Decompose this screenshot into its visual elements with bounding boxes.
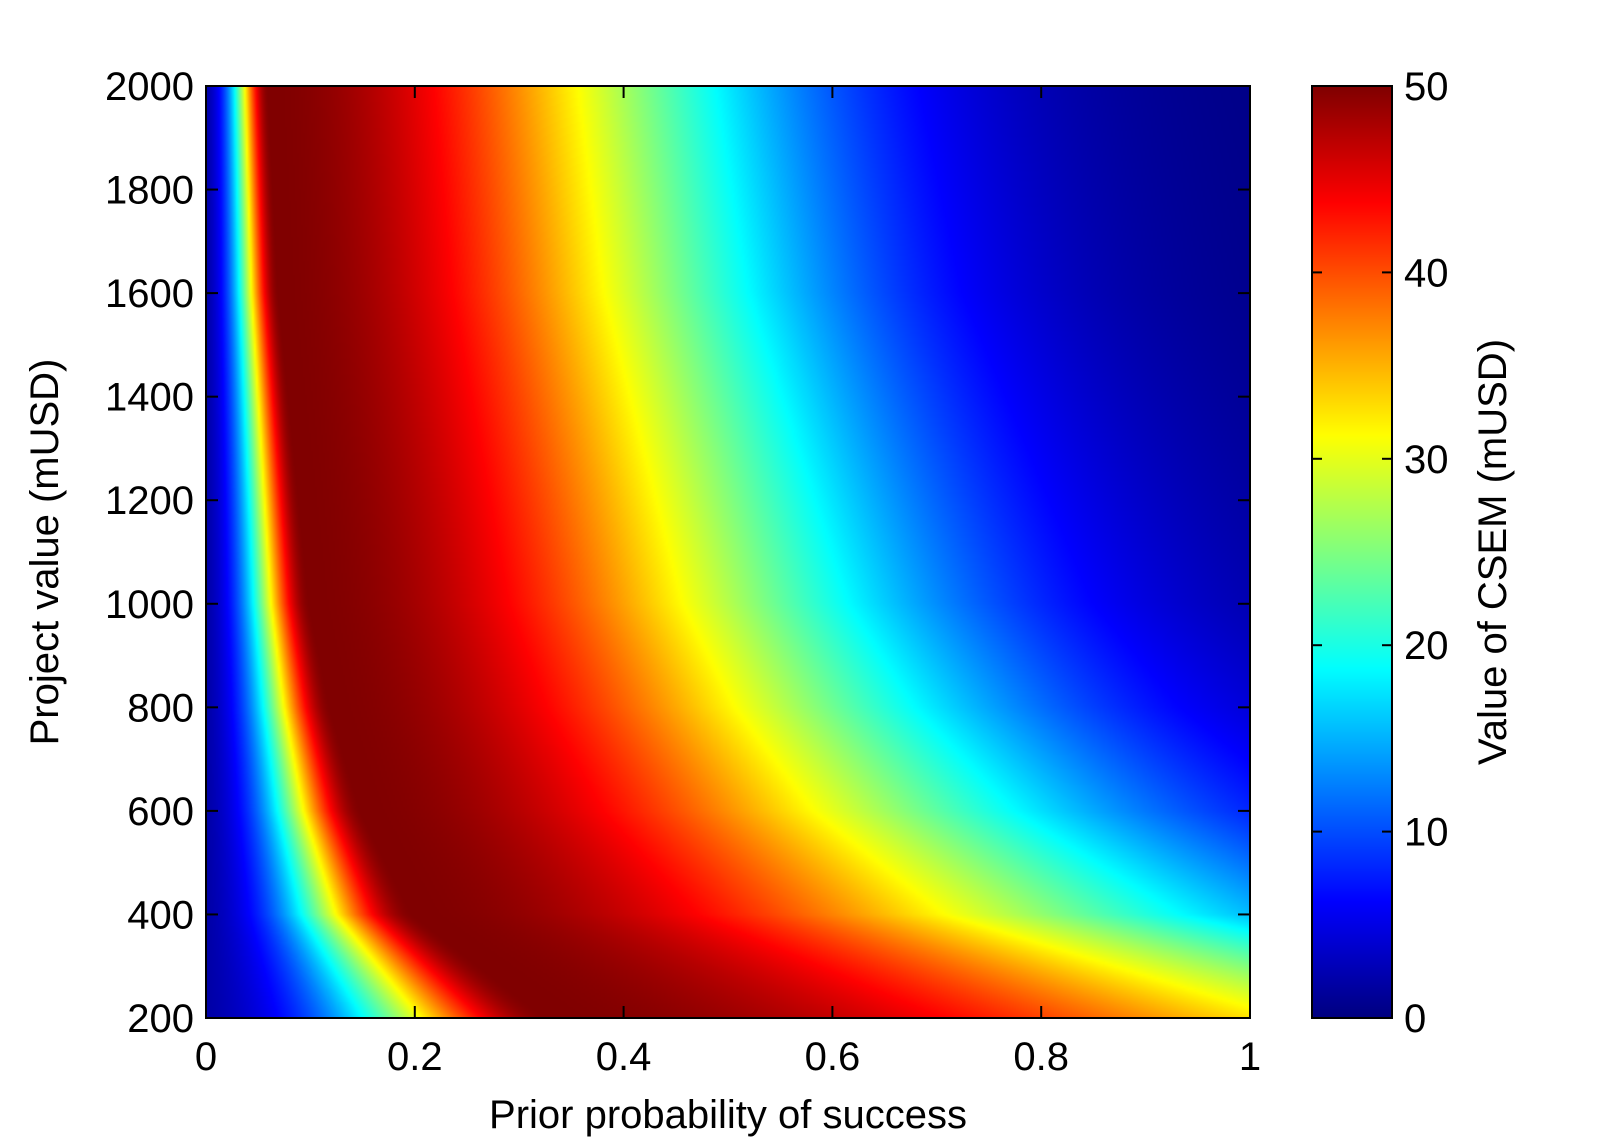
colorbar-ticks: 0 10 20 30 40 50 [1312, 65, 1449, 1041]
x-tick-label: 0 [195, 1035, 217, 1079]
y-tick-label: 1200 [105, 479, 194, 523]
x-tick-label: 0.4 [596, 1035, 652, 1079]
heatmap-image [206, 86, 1250, 1018]
colorbar-tick-label: 20 [1404, 624, 1449, 668]
y-axis-ticks: 200 400 600 800 1000 1200 1400 1600 1800 2000 [105, 65, 1250, 1041]
colorbar-tick-label: 10 [1404, 811, 1449, 855]
colorbar-tick-label: 50 [1404, 65, 1449, 109]
y-tick-label: 1000 [105, 583, 194, 627]
y-tick-label: 1400 [105, 376, 194, 420]
x-axis-ticks: 0 0.2 0.4 0.6 0.8 1 [195, 86, 1261, 1079]
y-tick-label: 1800 [105, 169, 194, 213]
y-tick-label: 800 [127, 686, 194, 730]
colorbar-label: Value of CSEM (mUSD) [1471, 339, 1515, 765]
colorbar-tick-label: 30 [1404, 438, 1449, 482]
y-tick-label: 1600 [105, 272, 194, 316]
y-tick-label: 400 [127, 893, 194, 937]
colorbar-tick-label: 0 [1404, 997, 1426, 1041]
plot-frame [205, 85, 1251, 1019]
colorbar-tick-label: 40 [1404, 251, 1449, 295]
y-tick-label: 200 [127, 997, 194, 1041]
colorbar-frame [1311, 85, 1393, 1019]
x-tick-label: 0.8 [1013, 1035, 1069, 1079]
colorbar-image [1312, 86, 1392, 1018]
x-tick-label: 1 [1239, 1035, 1261, 1079]
x-tick-label: 0.2 [387, 1035, 443, 1079]
y-tick-label: 600 [127, 790, 194, 834]
y-axis-label: Project value (mUSD) [23, 359, 67, 746]
y-tick-label: 2000 [105, 65, 194, 109]
x-tick-label: 0.6 [805, 1035, 861, 1079]
x-axis-label: Prior probability of success [489, 1093, 967, 1137]
